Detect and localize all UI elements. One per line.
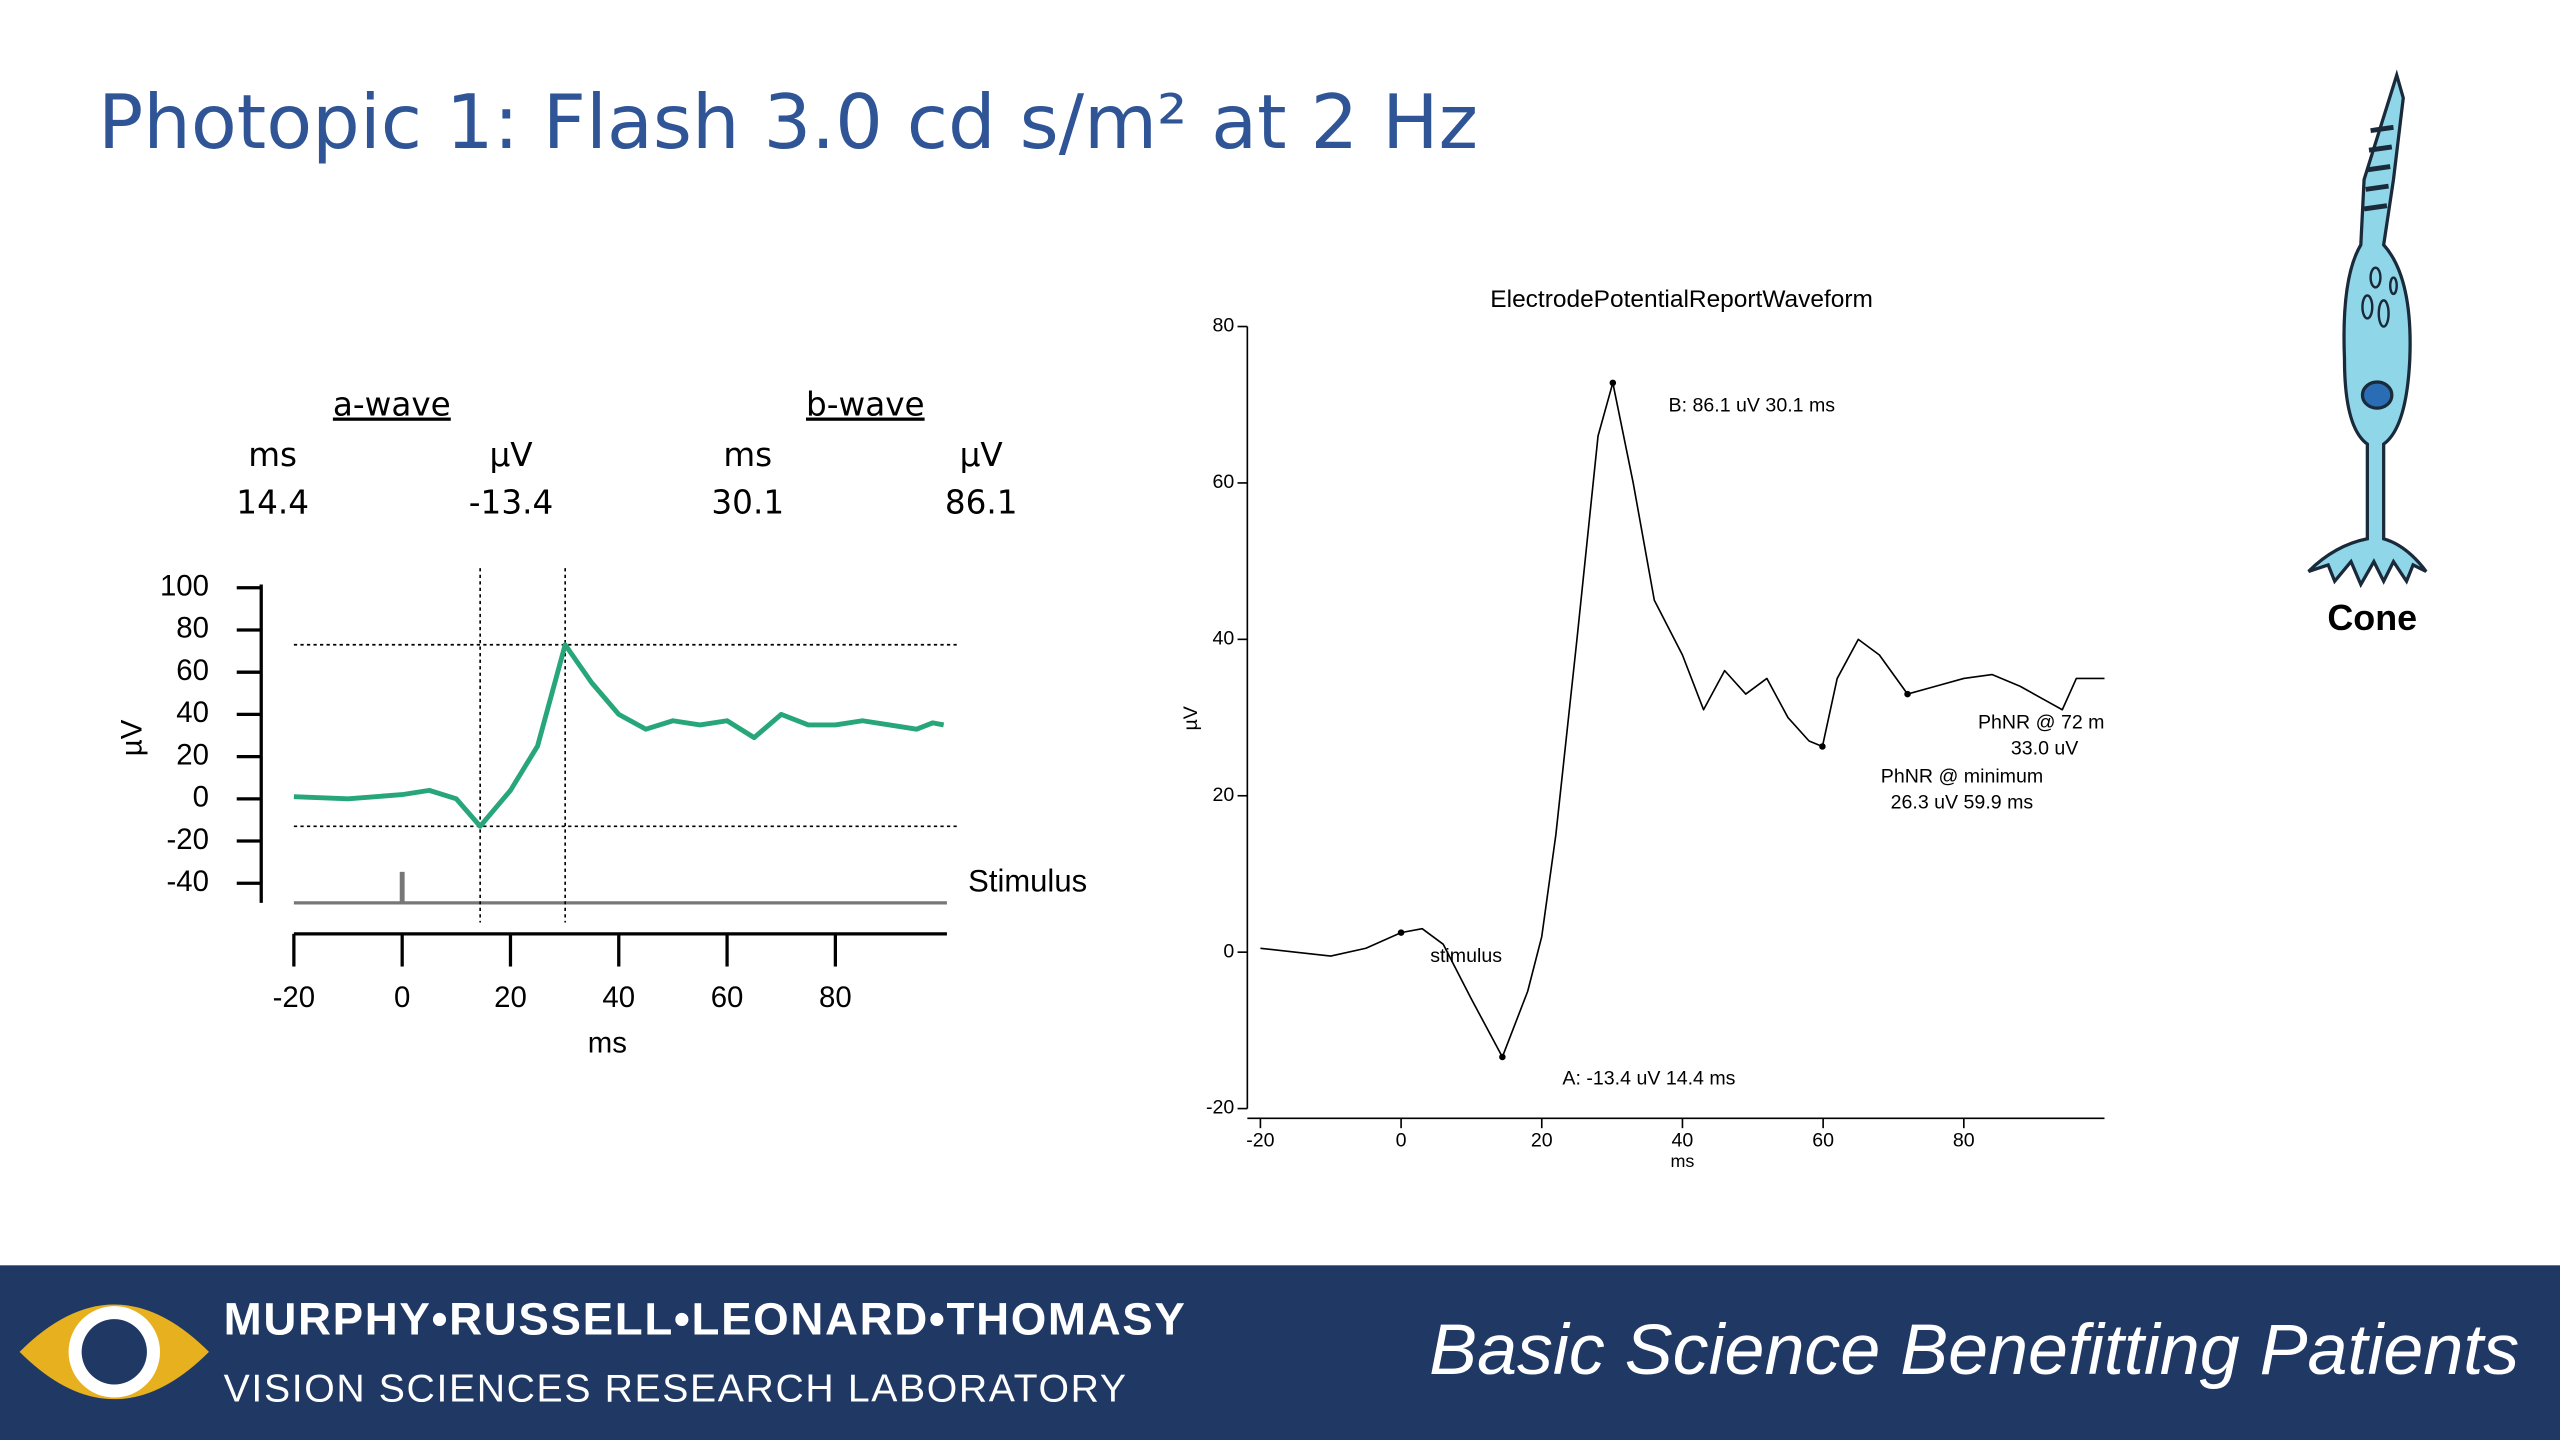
footer-band [0, 1265, 2560, 1440]
y-tick-label: 20 [1213, 784, 1235, 806]
annotation: PhNR @ minimum [1881, 765, 2043, 787]
annotation: B: 86.1 uV 30.1 ms [1669, 395, 1836, 417]
y-tick-label: 60 [1213, 471, 1235, 493]
marker-point [1819, 743, 1826, 750]
x-tick-label: -20 [273, 981, 315, 1014]
y-tick-label: 100 [160, 570, 209, 603]
column-header: ms [248, 436, 297, 474]
marker-point [1609, 379, 1617, 387]
x-tick-label: 60 [1812, 1129, 1834, 1151]
footer-tagline: Basic Science Benefitting Patients [1429, 1310, 2519, 1390]
wave-table: a-wave b-wave ms µV ms µV 14.4 -13.4 30.… [236, 386, 1017, 522]
x-tick-label: 40 [1672, 1129, 1694, 1151]
chart-2: ElectrodePotentialReportWaveform -20 0 20 40… [1180, 286, 2105, 1171]
cell: 30.1 [711, 483, 784, 521]
group-header: b-wave [806, 386, 925, 424]
x-tick-label: 0 [1396, 1129, 1407, 1151]
y-tick-label: 80 [176, 612, 209, 645]
annotation: stimulus [1430, 945, 1502, 967]
x-axis-label: ms [1670, 1151, 1694, 1171]
chart-1: -40 -20 0 20 40 60 80 100 µV Stimulus -20 0 20 40 60 80… [116, 568, 1087, 1060]
x-tick-label: 0 [394, 981, 410, 1014]
y-tick-label: -20 [167, 823, 209, 856]
stimulus-label: Stimulus [968, 863, 1087, 898]
footer-org: MURPHY•RUSSELL•LEONARD•THOMASY [224, 1294, 1187, 1345]
marker-point [1904, 690, 1911, 698]
annotation: 33.0 uV [2011, 738, 2079, 760]
x-tick-label: 40 [602, 981, 635, 1014]
x-tick-label: -20 [1246, 1129, 1274, 1151]
y-tick-label: 0 [193, 781, 209, 814]
group-header: a-wave [333, 386, 451, 424]
y-tick-label: 60 [176, 654, 209, 687]
column-header: ms [723, 436, 772, 474]
y-tick-label: -40 [167, 865, 209, 898]
x-tick-label: 60 [711, 981, 744, 1014]
cone-illustration [2307, 69, 2428, 589]
y-tick-label: 20 [176, 738, 209, 771]
y-tick-label: 80 [1213, 315, 1235, 337]
chart-title: ElectrodePotentialReportWaveform [1490, 286, 1873, 313]
cell: 86.1 [945, 483, 1018, 521]
eye-logo [19, 1304, 209, 1400]
y-tick-label: 0 [1223, 940, 1234, 962]
cone-label: Cone [2327, 597, 2417, 638]
y-tick-label: -20 [1206, 1097, 1234, 1119]
column-header: µV [489, 436, 533, 474]
x-tick-label: 20 [1531, 1129, 1553, 1151]
y-tick-label: 40 [1213, 628, 1235, 650]
x-tick-label: 80 [1953, 1129, 1975, 1151]
cell: -13.4 [469, 483, 553, 521]
marker-point [1397, 929, 1405, 936]
y-tick-label: 40 [176, 696, 209, 729]
annotation: PhNR @ 72 m [1978, 711, 2105, 733]
slide-title: Photopic 1: Flash 3.0 cd s/m² at 2 Hz [98, 78, 1478, 166]
y-axis-label: µV [116, 719, 149, 756]
cell: 14.4 [236, 483, 309, 521]
column-header: µV [960, 436, 1004, 474]
x-axis-label: ms [588, 1027, 627, 1060]
data-line [1260, 382, 2105, 1058]
y-axis-label: µV [1180, 706, 1202, 730]
data-line [293, 642, 945, 829]
annotation: 26.3 uV 59.9 ms [1891, 791, 2034, 813]
x-tick-label: 80 [819, 981, 852, 1014]
x-tick-label: 20 [494, 981, 527, 1014]
marker-point [1499, 1053, 1506, 1061]
footer-lab: VISION SCIENCES RESEARCH LABORATORY [224, 1367, 1128, 1410]
annotation: A: -13.4 uV 14.4 ms [1562, 1067, 1735, 1089]
